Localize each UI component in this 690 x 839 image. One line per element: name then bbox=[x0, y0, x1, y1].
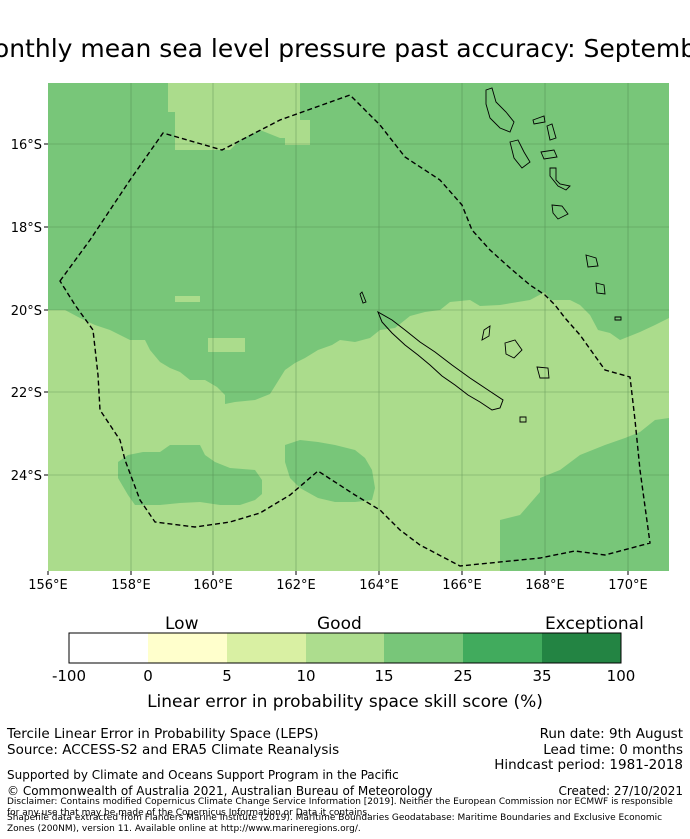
colorbar-tick: 5 bbox=[222, 667, 232, 685]
lon-tick-label: 158°E bbox=[111, 578, 151, 593]
colorbar-header-good: Good bbox=[317, 614, 362, 634]
colorbar-segment bbox=[542, 633, 621, 663]
island-espiritu-santo bbox=[485, 87, 515, 133]
colorbar-segment bbox=[306, 633, 384, 663]
island-pines bbox=[519, 416, 527, 423]
colorbar-segment bbox=[69, 633, 148, 663]
footer-source: Source: ACCESS-S2 and ERA5 Climate Reana… bbox=[7, 742, 340, 758]
footer-lead-time: Lead time: 0 months bbox=[543, 742, 683, 758]
lon-tick-label: 164°E bbox=[359, 578, 399, 593]
skill-map: 156°E 158°E 160°E 162°E 164°E 166°E 168°… bbox=[11, 83, 669, 593]
colorbar-segment bbox=[148, 633, 227, 663]
footer-disclaimer: Disclaimer: Contains modified Copernicus… bbox=[7, 797, 673, 818]
colorbar-tick: -100 bbox=[51, 667, 87, 685]
lat-tick-label: 22°S bbox=[11, 386, 42, 401]
lat-tick-label: 18°S bbox=[11, 221, 42, 236]
gridlines bbox=[48, 83, 669, 571]
colorbar bbox=[68, 632, 622, 664]
skill-region-south-central bbox=[285, 440, 375, 502]
colorbar-header-exceptional: Exceptional bbox=[545, 614, 644, 634]
skill-patch-light-3 bbox=[285, 120, 310, 145]
page-title: onthly mean sea level pressure past accu… bbox=[0, 34, 690, 63]
footer-run-date: Run date: 9th August bbox=[539, 726, 683, 742]
skill-region-south-east bbox=[500, 418, 669, 571]
colorbar-tick: 35 bbox=[532, 667, 552, 685]
lat-tick-label: 24°S bbox=[11, 469, 42, 484]
island-efate bbox=[551, 204, 569, 220]
island-malekula bbox=[509, 139, 531, 169]
lon-tick-label: 156°E bbox=[28, 578, 68, 593]
colorbar-tick: 100 bbox=[606, 667, 636, 685]
colorbar-tick: 25 bbox=[453, 667, 473, 685]
colorbar-tick: 10 bbox=[296, 667, 316, 685]
island-belep bbox=[359, 291, 367, 304]
footer-metric: Tercile Linear Error in Probability Spac… bbox=[7, 726, 319, 742]
island-ouvea bbox=[481, 325, 491, 341]
colorbar-segment bbox=[463, 633, 542, 663]
island-ambae bbox=[532, 115, 546, 125]
colorbar-tick: 15 bbox=[374, 667, 394, 685]
lon-tick-label: 170°E bbox=[608, 578, 648, 593]
footer-supported: Supported by Climate and Oceans Support … bbox=[7, 768, 399, 782]
island-pentecost bbox=[546, 123, 557, 141]
lon-tick-label: 160°E bbox=[193, 578, 233, 593]
island-lifou bbox=[504, 339, 523, 359]
lon-tick-label: 162°E bbox=[276, 578, 316, 593]
footer-created: Created: 27/10/2021 bbox=[558, 784, 683, 798]
colorbar-label: Linear error in probability space skill … bbox=[147, 692, 543, 712]
skill-patch-light-2 bbox=[208, 338, 245, 352]
island-erromango bbox=[585, 254, 599, 268]
island-tanna bbox=[595, 282, 606, 295]
lat-tick-label: 20°S bbox=[11, 304, 42, 319]
colorbar-segment bbox=[227, 633, 306, 663]
skill-region-north bbox=[48, 83, 669, 404]
island-shepherds bbox=[549, 167, 571, 191]
island-epi bbox=[540, 149, 558, 160]
lat-tick-label: 16°S bbox=[11, 138, 42, 153]
colorbar-tick: 0 bbox=[143, 667, 153, 685]
island-aneityum bbox=[614, 316, 622, 321]
footer-shapefile-credit: Shapefile data extracted from Flanders M… bbox=[7, 813, 663, 834]
colorbar-header-low: Low bbox=[165, 614, 199, 634]
colorbar-segment bbox=[384, 633, 463, 663]
skill-patch-light-1 bbox=[175, 296, 200, 302]
eez-boundary bbox=[59, 94, 651, 567]
axis-ticks bbox=[44, 143, 629, 575]
new-caledonia-island bbox=[377, 310, 504, 411]
footer-hindcast-period: Hindcast period: 1981-2018 bbox=[494, 757, 683, 773]
lon-tick-label: 166°E bbox=[442, 578, 482, 593]
footer-copyright: © Commonwealth of Australia 2021, Austra… bbox=[7, 784, 433, 798]
lon-tick-label: 168°E bbox=[525, 578, 565, 593]
island-mare bbox=[536, 366, 550, 379]
